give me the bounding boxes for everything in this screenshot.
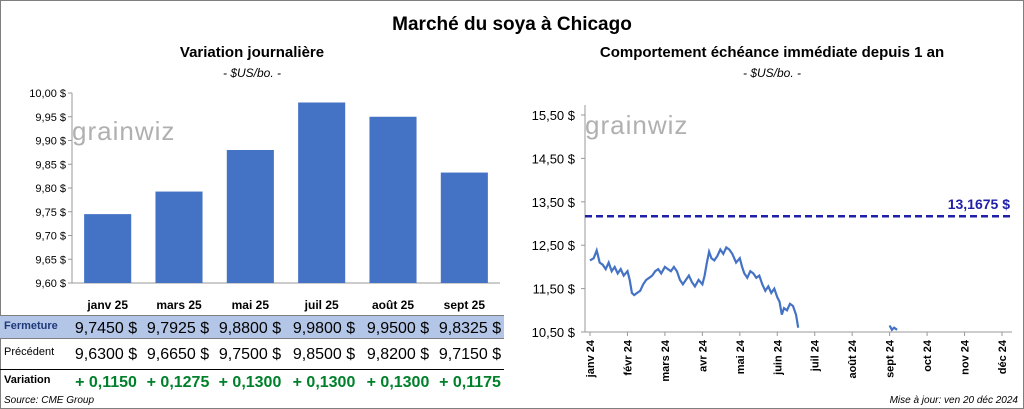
y-tick-label: 9,75 $ xyxy=(35,207,66,219)
x-tick-label: sept 25 xyxy=(444,298,486,312)
y-tick-label: 9,90 $ xyxy=(35,136,66,148)
x-tick-label: mars 25 xyxy=(156,298,202,312)
x-tick-label: oct 24 xyxy=(922,339,934,372)
bar-janv-25 xyxy=(84,214,132,283)
y-tick-label: 9,70 $ xyxy=(35,231,66,243)
x-tick-label: mai 24 xyxy=(735,339,747,374)
table-cell: 9,8200 $ xyxy=(366,346,430,363)
y-tick-label: 13,50 $ xyxy=(532,195,576,210)
y-tick-label: 9,85 $ xyxy=(35,159,66,171)
y-tick-label: 9,95 $ xyxy=(35,112,66,124)
x-tick-label: déc 24 xyxy=(997,339,1009,374)
x-tick-label: juil 25 xyxy=(304,298,339,312)
table-cell: 9,8325 $ xyxy=(438,320,502,337)
table-cell: + 0,1300 xyxy=(292,374,356,391)
y-tick-label: 9,80 $ xyxy=(35,183,66,195)
x-tick-label: août 24 xyxy=(847,339,859,378)
table-cell: 9,6650 $ xyxy=(146,346,210,363)
y-tick-label: 10,00 $ xyxy=(29,88,66,100)
line-chart-title: Comportement échéance immédiate depuis 1… xyxy=(599,44,945,61)
source-note: Source: CME Group xyxy=(4,395,95,406)
bar-juil-25 xyxy=(298,102,346,283)
x-tick-label: janv 24 xyxy=(585,339,597,378)
table-cell: 9,7450 $ xyxy=(74,320,138,337)
table-cell: + 0,1150 xyxy=(75,374,137,391)
table-cell: 9,7150 $ xyxy=(438,346,502,363)
bar-mai-25 xyxy=(226,150,274,283)
bar-août-25 xyxy=(369,116,417,283)
y-tick-label: 9,60 $ xyxy=(35,278,66,290)
table-cell: 9,6300 $ xyxy=(74,346,138,363)
left-watermark-logo: grainwiz xyxy=(72,116,176,146)
table-cell: + 0,1275 xyxy=(146,374,210,391)
table-cell: + 0,1300 xyxy=(218,374,282,391)
bar-mars-25 xyxy=(155,191,203,283)
x-tick-label: juin 24 xyxy=(772,339,784,376)
x-tick-label: avr 24 xyxy=(697,339,709,372)
table-cell: 9,9500 $ xyxy=(366,320,430,337)
y-tick-label: 10,50 $ xyxy=(532,325,576,340)
row-label: Variation xyxy=(4,374,51,386)
y-tick-label: 11,50 $ xyxy=(533,282,576,297)
price-line-segment-0 xyxy=(589,245,800,328)
table-row-variation: Variation + 0,1150 + 0,1275 + 0,1300 + 0… xyxy=(0,369,504,392)
y-tick-label: 12,50 $ xyxy=(532,238,576,253)
bar-sept-25 xyxy=(440,172,488,283)
price-line-segment-1 xyxy=(888,324,898,332)
bar-chart-title: Variation journalière xyxy=(179,44,325,61)
x-tick-label: nov 24 xyxy=(960,339,972,375)
table-cell: 9,9800 $ xyxy=(292,320,356,337)
row-label: Précédent xyxy=(4,346,55,358)
table-cell: 9,7500 $ xyxy=(218,346,282,363)
x-tick-label: févr 24 xyxy=(622,339,634,375)
x-tick-label: août 25 xyxy=(372,298,414,312)
table-cell: 9,7925 $ xyxy=(146,320,210,337)
table-cell: + 0,1300 xyxy=(366,374,430,391)
bar-chart-unit: - $US/bo. - xyxy=(222,66,282,80)
line-chart-unit: - $US/bo. - xyxy=(742,66,802,80)
reference-label: 13,1675 $ xyxy=(948,196,1010,212)
row-label: Fermeture xyxy=(4,320,58,332)
x-tick-label: sept 24 xyxy=(885,339,897,378)
y-tick-label: 15,50 $ xyxy=(532,108,576,123)
bar-chart: 9,60 $ 9,65 $ 9,70 $ 9,75 $ 9,80 $ 9,85 $ 9,90… xyxy=(29,88,500,312)
x-tick-label: mars 24 xyxy=(660,339,672,381)
x-tick-label: mai 25 xyxy=(232,298,270,312)
right-watermark-logo: grainwiz xyxy=(585,110,689,140)
table-cell: 9,8500 $ xyxy=(292,346,356,363)
table-row-precedent: Précédent 9,6300 $ 9,6650 $ 9,7500 $ 9,8… xyxy=(0,342,504,364)
update-note: Mise à jour: ven 20 déc 2024 xyxy=(889,395,1018,406)
y-tick-label: 9,65 $ xyxy=(35,254,66,266)
x-tick-label: juil 24 xyxy=(810,339,822,372)
x-tick-label: janv 25 xyxy=(86,298,128,312)
table-row-fermeture: Fermeture 9,7450 $ 9,7925 $ 9,8800 $ 9,9… xyxy=(0,315,504,339)
y-tick-label: 14,50 $ xyxy=(532,151,576,166)
table-cell: + 0,1175 xyxy=(439,374,501,391)
table-cell: 9,8800 $ xyxy=(218,320,282,337)
main-title: Marché du soya à Chicago xyxy=(392,14,632,35)
